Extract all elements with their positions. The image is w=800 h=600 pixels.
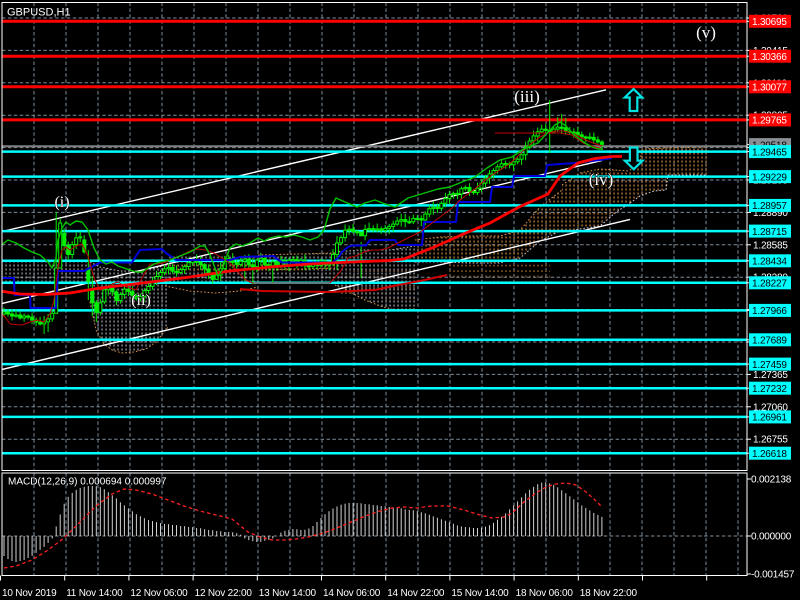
svg-text:GBPUSD,H1: GBPUSD,H1 bbox=[7, 7, 71, 19]
svg-text:1.28957: 1.28957 bbox=[752, 201, 787, 212]
svg-text:1.26961: 1.26961 bbox=[752, 413, 787, 424]
svg-text:18 Nov 22:00: 18 Nov 22:00 bbox=[580, 588, 638, 599]
svg-text:1.27459: 1.27459 bbox=[752, 360, 787, 371]
svg-text:13 Nov 14:00: 13 Nov 14:00 bbox=[259, 588, 317, 599]
svg-text:-0.001457: -0.001457 bbox=[751, 570, 795, 581]
svg-text:1.30366: 1.30366 bbox=[752, 52, 787, 63]
svg-text:(iv): (iv) bbox=[589, 170, 614, 189]
svg-text:12 Nov 22:00: 12 Nov 22:00 bbox=[195, 588, 253, 599]
svg-text:1.27365: 1.27365 bbox=[753, 370, 788, 381]
svg-text:1.28434: 1.28434 bbox=[752, 257, 787, 268]
svg-text:1.30695: 1.30695 bbox=[752, 17, 787, 28]
svg-text:1.28715: 1.28715 bbox=[752, 227, 787, 238]
svg-text:0.000000: 0.000000 bbox=[751, 532, 792, 543]
svg-text:(i): (i) bbox=[54, 194, 69, 211]
svg-text:12 Nov 06:00: 12 Nov 06:00 bbox=[130, 588, 188, 599]
svg-text:1.27060: 1.27060 bbox=[753, 402, 788, 413]
svg-text:1.30077: 1.30077 bbox=[752, 83, 787, 94]
svg-text:18 Nov 06:00: 18 Nov 06:00 bbox=[516, 588, 574, 599]
svg-text:1.29229: 1.29229 bbox=[752, 172, 787, 183]
svg-text:(v): (v) bbox=[696, 23, 716, 42]
svg-text:1.29465: 1.29465 bbox=[752, 147, 787, 158]
svg-text:0.002138: 0.002138 bbox=[751, 475, 792, 486]
svg-text:15 Nov 14:00: 15 Nov 14:00 bbox=[451, 588, 509, 599]
svg-text:10 Nov 2019: 10 Nov 2019 bbox=[2, 588, 57, 599]
svg-text:14 Nov 06:00: 14 Nov 06:00 bbox=[323, 588, 381, 599]
svg-text:1.28890: 1.28890 bbox=[753, 208, 788, 219]
svg-text:14 Nov 22:00: 14 Nov 22:00 bbox=[387, 588, 445, 599]
svg-text:1.27232: 1.27232 bbox=[752, 384, 787, 395]
svg-text:1.28585: 1.28585 bbox=[753, 240, 788, 251]
svg-text:(iii): (iii) bbox=[514, 87, 540, 106]
svg-text:1.27966: 1.27966 bbox=[752, 306, 787, 317]
svg-text:(ii): (ii) bbox=[131, 292, 151, 309]
svg-text:11 Nov 14:00: 11 Nov 14:00 bbox=[66, 588, 123, 599]
svg-text:1.27689: 1.27689 bbox=[752, 336, 787, 347]
svg-text:1.26755: 1.26755 bbox=[753, 435, 788, 446]
svg-text:1.26618: 1.26618 bbox=[752, 449, 787, 460]
svg-text:MACD(12,26,9) 0.000694 0.00099: MACD(12,26,9) 0.000694 0.000997 bbox=[8, 477, 167, 488]
svg-text:1.29765: 1.29765 bbox=[752, 116, 787, 127]
svg-text:1.28227: 1.28227 bbox=[752, 279, 787, 290]
